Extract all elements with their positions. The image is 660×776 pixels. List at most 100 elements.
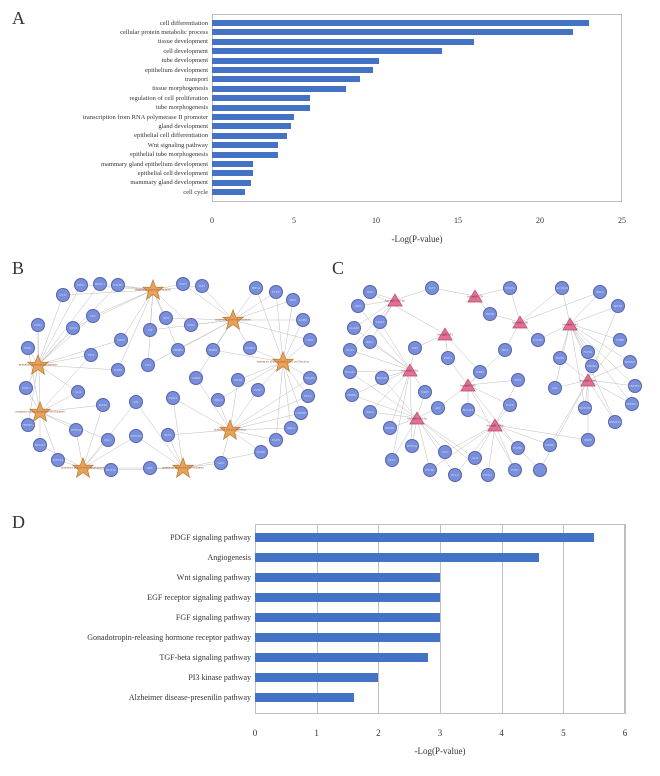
panelD-xtitle: -Log(P-value) [255,746,625,756]
panelD-bar-row: FGF signaling pathway [255,613,440,622]
panelA-bar-label: Wnt signaling pathway [148,142,212,149]
panelA-bar-row: transcription from RNA polymerase II pro… [212,114,294,120]
panelA-xtick-label: 5 [292,216,296,225]
gene-node: FGFR1 [511,441,525,455]
panelA-bar-row: epithelial cell differentiation [212,133,287,139]
gene-node: SOX4 [66,321,80,335]
panelD-xtick-label: 4 [499,728,504,738]
panelA-bar-row: Wnt signaling pathway [212,142,278,148]
panelA-bar-label: regulation of cell proliferation [129,95,212,102]
panel-label-D: D [12,512,25,533]
panelA-bar-row: cellular protein metabolic process [212,29,573,35]
panelA-bar-row: gland development [212,123,291,129]
panelA-bar [212,58,379,64]
mirna-triangle: bta-miR-345 [460,378,476,392]
gene-node: NOTCH2 [129,429,143,443]
gene-node: TEC [86,309,100,323]
panelA-bar-row: tissue morphogenesis [212,86,346,92]
gene-node: NEURL [383,421,397,435]
panel-label-A: A [12,8,25,29]
panelA-bar-label: tissue morphogenesis [152,85,212,92]
panelA-bar-row: transport [212,76,360,82]
gene-node: DLL1 [101,433,115,447]
panelD-bar-row: PI3 kinase pathway [255,673,378,682]
panelA-bar-row: tube morphogenesis [212,105,310,111]
panelA-bar-row: epithelial tube morphogenesis [212,152,278,158]
gene-node: AXL [548,381,562,395]
gene-node: IRS1 [286,293,300,307]
panelA-bar [212,95,310,101]
gene-node: AGAP2 [347,321,361,335]
panelA-bar-label: epithelial cell differentiation [134,132,212,139]
gene-node: NRG1 [593,285,607,299]
gene-node: PTK7 [19,381,33,395]
panelD-bar [255,633,440,642]
panelA-bar [212,142,278,148]
panelD-bar-label: FGF signaling pathway [176,613,255,622]
panelD-gridline [625,524,626,714]
panelD-bar-row: Wnt signaling pathway [255,573,440,582]
gene-node: IGF1 [425,281,439,295]
panelA-bar-label: epithelial cell development [138,170,212,177]
gene-node: TNFRSF11A [625,397,639,411]
gene-node: PIK3R5 [585,359,599,373]
gene-node: SOX2 [114,333,128,347]
gene-node: NOTCH2 [578,401,592,415]
gene-node: FOS [141,358,155,372]
panelA-bar-label: tube development [162,57,212,64]
gene-node: FGFR1 [553,351,567,365]
gene-node: NREP [581,433,595,447]
panelA-bar [212,152,278,158]
gene-node: CREB1 [543,438,557,452]
gene-node: EDN1 [441,351,455,365]
panelD-bar-label: Angiogenesis [207,553,255,562]
gene-node: VEGFA [503,281,517,295]
gene-node: GLI2 [468,451,482,465]
gene-node: CEBP [613,333,627,347]
gene-node: PTCH1 [531,333,545,347]
go-term-star: mammary gland development [222,309,244,331]
panelA-bar-row: cell development [212,48,442,54]
gene-node: TGFB1 [483,307,497,321]
panelA-bar-label: mammary gland development [130,179,212,186]
mirna-triangle: bta-miR-106a [580,373,596,387]
panelA-bar-label: cell cycle [183,189,212,196]
panelA-xtick-label: 15 [454,216,462,225]
panelD-bar [255,693,354,702]
panelA-xtick-label: 20 [536,216,544,225]
gene-node: BCL2 [301,389,315,403]
panelA-bar-row: tube development [212,58,379,64]
gene-node: NRG2 [363,405,377,419]
panelA-bar-row: cell cycle [212,189,245,195]
mirna-triangle: bta-miR-138 [512,315,528,329]
panelD-xtick-label: 1 [314,728,319,738]
gene-node: DLL1 [385,453,399,467]
mirna-triangle: bta-miR-543 [562,317,578,331]
gene-node: CDK6 [189,371,203,385]
panelA-bar-label: cell development [163,48,212,55]
panelA-bar-label: transport [185,76,212,83]
panelD-bar-label: Gonadotropin-releasing hormone receptor … [87,633,255,642]
go-term-star: mammary gland lobule development [72,457,94,479]
panelA-bar-label: tube morphogenesis [156,104,212,111]
panelA-bar-label: mammary gland epithelium development [101,161,212,168]
panelD-xaxis: 0123456 [255,714,625,742]
gene-node: FZD7 [508,463,522,477]
gene-node: FOXL1 [481,468,495,482]
panelB-network: SYT1EDN1HDAC1PTCH1FGF2IGF1HIF1APTENIRS1A… [18,270,318,480]
gene-node: CTNNB1 [294,406,308,420]
panelA-bar [212,123,291,129]
panelA-bar [212,67,373,73]
gene-node: ERBB4 [171,343,185,357]
mirna-triangle: bta-miR-433 [437,327,453,341]
gene-node: BCL2L2 [461,403,475,417]
panelD-xtick-label: 0 [253,728,258,738]
panelD-bar-label: PI3 kinase pathway [188,673,255,682]
gene-node [533,463,547,477]
gene-node: MXD1 [96,398,110,412]
panelD-bar-label: TGF-beta signaling pathway [159,653,255,662]
gene-node: EGFR [503,398,517,412]
panelA-bar-row: mammary gland epithelium development [212,161,253,167]
gene-node: TNFSF11 [628,379,642,393]
panelD-bar [255,573,440,582]
